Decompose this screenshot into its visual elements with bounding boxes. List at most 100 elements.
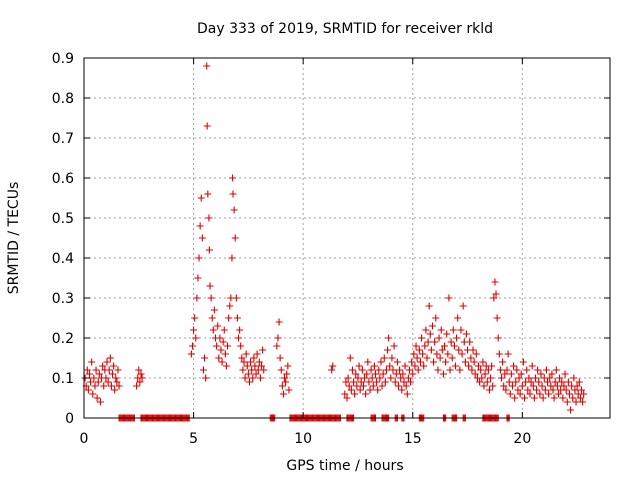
data-point [488, 362, 496, 370]
data-point [444, 350, 452, 358]
data-point [412, 342, 420, 350]
data-point [500, 382, 508, 390]
data-point [551, 378, 559, 386]
data-point [410, 350, 418, 358]
data-point [527, 378, 535, 386]
data-point [479, 358, 487, 366]
data-point [133, 382, 141, 390]
data-point [242, 350, 250, 358]
data-point [107, 382, 115, 390]
data-point [552, 366, 560, 374]
data-point [537, 370, 545, 378]
data-point [545, 390, 553, 398]
data-point [203, 62, 211, 70]
data-point [250, 354, 258, 362]
data-point [93, 394, 101, 402]
data-point [425, 302, 433, 310]
data-point [525, 374, 533, 382]
y-axis-label: SRMTID / TECUs [6, 182, 22, 295]
data-point [549, 386, 557, 394]
data-point [553, 382, 561, 390]
data-point [433, 350, 441, 358]
data-point [370, 362, 378, 370]
data-point [282, 378, 290, 386]
data-point [353, 382, 361, 390]
data-point [395, 382, 403, 390]
data-point [231, 234, 239, 242]
data-point [539, 394, 547, 402]
data-point [103, 358, 111, 366]
data-point [416, 358, 424, 366]
x-tick-label: 10 [294, 431, 312, 447]
data-point [546, 374, 554, 382]
data-point [382, 366, 390, 374]
chart-title: Day 333 of 2019, SRMTID for receiver rkl… [197, 21, 493, 37]
data-point [201, 354, 209, 362]
data-point [92, 366, 100, 374]
data-point [564, 378, 572, 386]
data-point [533, 386, 541, 394]
data-point [515, 374, 523, 382]
data-point [451, 362, 459, 370]
data-point [217, 346, 225, 354]
data-point [88, 358, 96, 366]
data-point [521, 394, 529, 402]
data-point [386, 362, 394, 370]
data-point [90, 374, 98, 382]
data-point [369, 382, 377, 390]
data-point [255, 358, 263, 366]
data-point [359, 382, 367, 390]
data-point [191, 314, 199, 322]
data-point [233, 314, 241, 322]
x-tick-label: 15 [404, 431, 422, 447]
data-point [408, 358, 416, 366]
data-point [548, 370, 556, 378]
data-point [253, 350, 261, 358]
data-point [524, 386, 532, 394]
data-point [490, 294, 498, 302]
data-point [489, 382, 497, 390]
y-tick-label: 0.2 [52, 331, 74, 347]
data-point [415, 346, 423, 354]
data-point [424, 338, 432, 346]
data-point [100, 382, 108, 390]
data-point [446, 366, 454, 374]
data-point [447, 338, 455, 346]
data-point [454, 314, 462, 322]
data-point [279, 390, 287, 398]
data-point [202, 374, 210, 382]
data-point [441, 342, 449, 350]
data-point [220, 326, 228, 334]
data-point [393, 358, 401, 366]
y-tick-label: 0.4 [52, 251, 74, 267]
data-point [426, 330, 434, 338]
data-point [477, 366, 485, 374]
data-point [224, 342, 232, 350]
data-point [248, 366, 256, 374]
data-point [503, 366, 511, 374]
data-point [480, 382, 488, 390]
data-point [365, 378, 373, 386]
data-point [206, 282, 214, 290]
data-point [249, 374, 257, 382]
data-point [428, 322, 436, 330]
plot-area-border [83, 57, 611, 419]
data-point [526, 390, 534, 398]
data-point [356, 386, 364, 394]
data-point [485, 386, 493, 394]
data-point [559, 394, 567, 402]
data-point [405, 366, 413, 374]
data-point [238, 354, 246, 362]
data-point [504, 350, 512, 358]
data-point [277, 366, 285, 374]
data-point [422, 326, 430, 334]
data-point [379, 370, 387, 378]
data-point [554, 390, 562, 398]
data-point [580, 390, 588, 398]
data-point [213, 342, 221, 350]
data-point [199, 366, 207, 374]
data-point [476, 378, 484, 386]
data-point [573, 382, 581, 390]
data-point [462, 330, 470, 338]
data-point [420, 362, 428, 370]
